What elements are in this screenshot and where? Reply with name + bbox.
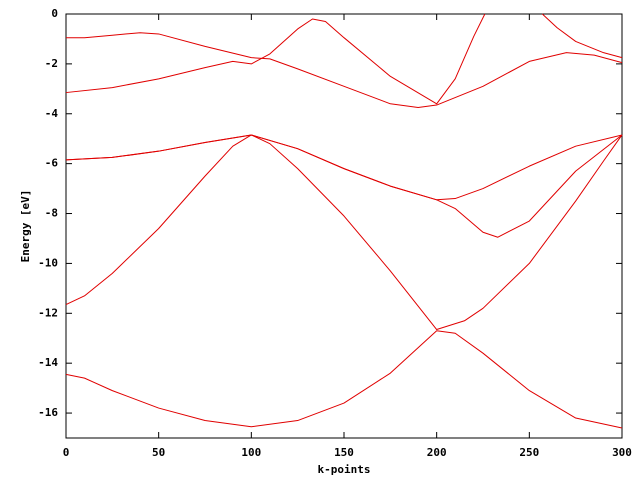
x-tick-label: 0 [63, 446, 70, 459]
band-line [65, 134, 623, 201]
y-tick-label: -16 [38, 406, 58, 419]
y-tick-label: -6 [45, 157, 59, 170]
y-tick-label: -10 [38, 256, 58, 269]
x-axis-label: k-points [318, 463, 371, 476]
x-tick-label: 200 [427, 446, 447, 459]
x-tick-label: 100 [241, 446, 261, 459]
band-line [65, 134, 623, 331]
x-tick-label: 250 [519, 446, 539, 459]
band-line [65, 134, 623, 238]
plot-frame [65, 13, 623, 439]
band-line [65, 330, 623, 429]
x-tick-label: 300 [612, 446, 632, 459]
x-tick-label: 50 [152, 446, 165, 459]
x-tick-label: 150 [334, 446, 354, 459]
y-tick-label: -12 [38, 306, 58, 319]
y-tick-label: -4 [45, 107, 59, 120]
y-tick-label: 0 [51, 7, 58, 20]
y-tick-label: -14 [38, 356, 58, 369]
band-line [66, 32, 623, 109]
y-axis-label: Energy [eV] [19, 190, 32, 263]
band-line [541, 13, 623, 59]
y-tick-label: -2 [45, 57, 58, 70]
band-line [65, 13, 486, 105]
y-tick-label: -8 [45, 207, 58, 220]
